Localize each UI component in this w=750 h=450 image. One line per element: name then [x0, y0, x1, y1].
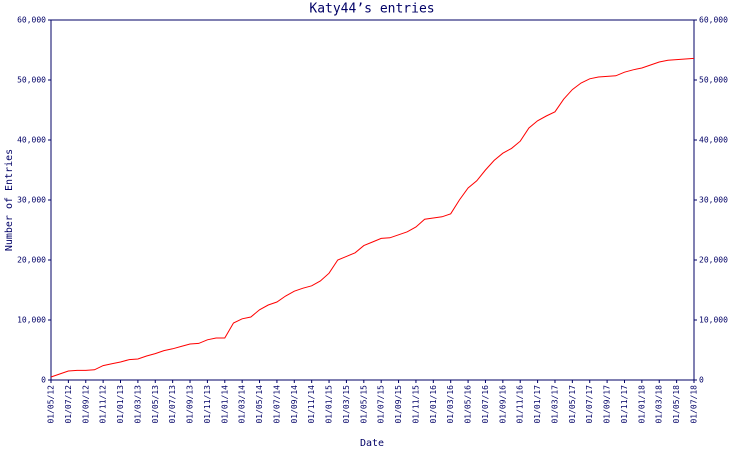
y-tick-label: 20,000	[17, 256, 46, 265]
x-tick-label: 01/01/18	[637, 385, 646, 424]
y2-tick-label: 20,000	[699, 256, 728, 265]
x-tick-label: 01/11/13	[203, 385, 212, 424]
x-tick-label: 01/03/14	[238, 385, 247, 424]
x-tick-label: 01/11/16	[516, 385, 525, 424]
x-tick-label: 01/09/14	[290, 385, 299, 424]
y2-tick-label: 40,000	[699, 136, 728, 145]
x-tick-label: 01/05/18	[672, 385, 681, 424]
y2-tick-label: 10,000	[699, 316, 728, 325]
x-tick-label: 01/11/17	[620, 385, 629, 424]
x-tick-label: 01/07/14	[272, 385, 281, 424]
x-tick-label: 01/09/12	[81, 385, 90, 424]
x-tick-label: 01/03/15	[342, 385, 351, 424]
y-tick-label: 50,000	[17, 76, 46, 85]
x-tick-label: 01/01/15	[325, 385, 334, 424]
x-tick-label: 01/01/14	[220, 385, 229, 424]
data-line	[50, 57, 695, 378]
x-tick-label: 01/01/16	[429, 385, 438, 424]
x-tick-label: 01/07/13	[168, 385, 177, 424]
x-tick-label: 01/03/16	[446, 385, 455, 424]
x-tick-label: 01/09/17	[603, 385, 612, 424]
x-tick-label: 01/05/12	[47, 385, 56, 424]
y-tick-label: 40,000	[17, 136, 46, 145]
x-tick-label: 01/01/13	[116, 385, 125, 424]
x-tick-label: 01/11/14	[307, 385, 316, 424]
y-tick-label: 0	[41, 376, 46, 385]
y-axis-label: Number of Entries	[4, 149, 15, 251]
y2-tick-label: 30,000	[699, 196, 728, 205]
x-tick-label: 01/05/13	[151, 385, 160, 424]
x-tick-label: 01/07/18	[690, 385, 699, 424]
x-tick-label: 01/01/17	[533, 385, 542, 424]
x-tick-label: 01/11/12	[99, 385, 108, 424]
x-tick-label: 01/05/17	[568, 385, 577, 424]
x-tick-label: 01/09/16	[498, 385, 507, 424]
x-tick-label: 01/03/13	[133, 385, 142, 424]
y2-tick-label: 60,000	[699, 16, 728, 25]
y-tick-label: 10,000	[17, 316, 46, 325]
x-tick-label: 01/09/15	[394, 385, 403, 424]
x-tick-label: 01/07/15	[377, 385, 386, 424]
y-tick-label: 30,000	[17, 196, 46, 205]
x-axis-label: Date	[360, 438, 384, 449]
x-tick-label: 01/05/14	[255, 385, 264, 424]
x-tick-label: 01/03/18	[655, 385, 664, 424]
x-tick-label: 01/03/17	[550, 385, 559, 424]
x-tick-label: 01/07/16	[481, 385, 490, 424]
x-tick-label: 01/05/16	[464, 385, 473, 424]
chart-title: Katy44’s entries	[309, 2, 434, 17]
x-tick-label: 01/07/17	[585, 385, 594, 424]
y2-tick-label: 50,000	[699, 76, 728, 85]
y2-tick-label: 0	[699, 376, 704, 385]
x-tick-label: 01/07/12	[64, 385, 73, 424]
x-tick-label: 01/11/15	[411, 385, 420, 424]
x-tick-label: 01/05/15	[359, 385, 368, 424]
x-tick-label: 01/09/13	[186, 385, 195, 424]
y-tick-label: 60,000	[17, 16, 46, 25]
